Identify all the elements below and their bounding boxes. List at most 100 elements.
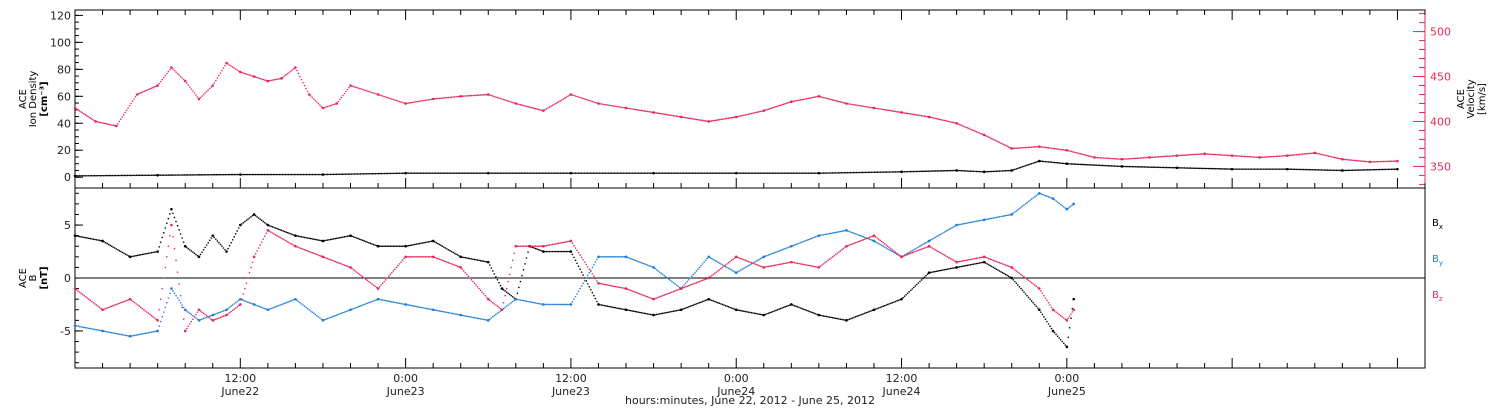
trace-dot <box>1139 166 1141 168</box>
trace-dot <box>689 277 692 279</box>
trace-dot <box>478 172 481 174</box>
trace-dot <box>221 245 223 248</box>
trace-dot <box>842 230 845 232</box>
trace-dot <box>567 240 569 243</box>
trace-dot <box>1101 164 1104 167</box>
trace-dot <box>77 235 79 238</box>
trace-dot <box>197 174 200 176</box>
trace-dot <box>436 257 439 260</box>
trace-dot <box>1047 301 1050 304</box>
trace-dot <box>703 119 705 122</box>
trace-dot <box>961 260 964 262</box>
trace-dot <box>263 79 266 81</box>
trace-dot <box>1300 153 1302 156</box>
trace-dot <box>262 220 265 223</box>
trace-dot <box>169 213 171 215</box>
trace-dot <box>626 309 629 311</box>
trace-dot <box>945 120 947 122</box>
trace-dot <box>660 272 663 275</box>
trace-dot <box>1125 165 1128 168</box>
trace-dot <box>446 261 448 263</box>
trace-dot <box>176 297 179 299</box>
trace-dot <box>146 311 148 313</box>
trace-dot <box>490 300 493 303</box>
trace-dot <box>704 299 707 302</box>
trace-dot <box>1171 166 1174 169</box>
trace-dot <box>805 264 808 266</box>
trace-dot <box>726 117 728 120</box>
trace-dot <box>909 250 912 253</box>
trace-dot <box>1265 168 1268 170</box>
trace-dot <box>775 309 777 312</box>
trace-dot <box>409 101 412 104</box>
data-point <box>266 79 270 83</box>
trace-dot <box>317 173 320 176</box>
trace-dot <box>879 243 881 246</box>
trace-dot <box>427 241 430 243</box>
trace-dot <box>783 172 786 174</box>
trace-dot <box>874 241 877 243</box>
trace-dot <box>536 302 539 305</box>
trace-dot <box>1165 155 1168 158</box>
trace-dot <box>354 307 356 309</box>
trace-dot <box>97 239 99 241</box>
trace-dot <box>1319 169 1321 171</box>
data-point <box>73 174 77 178</box>
trace-dot <box>87 237 90 240</box>
trace-dot <box>254 173 257 176</box>
trace-dot <box>960 223 963 225</box>
trace-dot <box>724 172 727 174</box>
trace-dot <box>1061 204 1064 207</box>
trace-dot <box>896 171 898 173</box>
trace-dot <box>1291 154 1293 156</box>
trace-dot <box>798 306 800 309</box>
trace-dot <box>439 172 441 174</box>
trace-dot <box>1383 168 1385 171</box>
trace-dot <box>198 174 201 176</box>
trace-dot <box>972 258 975 260</box>
trace-dot <box>885 171 888 173</box>
trace-dot <box>850 231 852 233</box>
trace-dot <box>305 173 308 176</box>
trace-dot <box>860 171 862 174</box>
data-point <box>955 266 958 269</box>
trace-dot <box>1343 158 1345 161</box>
trace-dot <box>869 171 871 174</box>
trace-dot <box>444 311 447 313</box>
trace-dot <box>1013 168 1016 171</box>
trace-dot <box>822 315 825 317</box>
trace-dot <box>99 174 102 177</box>
trace-dot <box>825 233 828 235</box>
trace-dot <box>1155 166 1157 169</box>
data-point <box>459 266 463 269</box>
trace-dot <box>821 96 823 98</box>
trace-dot <box>834 317 837 320</box>
trace-dot <box>781 248 783 251</box>
bottom-title-line1: ACE <box>18 268 29 288</box>
trace-dot <box>654 313 656 316</box>
trace-dot <box>343 311 346 313</box>
trace-dot <box>1015 168 1018 170</box>
trace-dot <box>310 173 312 176</box>
trace-dot <box>1101 157 1103 159</box>
trace-dot <box>391 271 393 274</box>
trace-dot <box>748 172 751 174</box>
trace-dot <box>649 172 652 174</box>
trace-dot <box>525 105 528 108</box>
trace-dot <box>1374 168 1376 171</box>
data-point <box>1037 287 1041 290</box>
trace-dot <box>1322 169 1324 171</box>
trace-dot <box>1197 153 1200 156</box>
trace-dot <box>949 267 952 270</box>
trace-dot <box>296 299 298 302</box>
trace-dot <box>580 285 583 287</box>
trace-dot <box>793 100 796 102</box>
trace-dot <box>1355 159 1357 162</box>
trace-dot <box>596 300 598 303</box>
trace-dot <box>164 227 167 229</box>
trace-dot <box>1043 194 1045 196</box>
trace-dot <box>727 261 730 264</box>
trace-dot <box>744 172 747 174</box>
trace-dot <box>799 99 802 101</box>
trace-dot <box>406 256 408 258</box>
